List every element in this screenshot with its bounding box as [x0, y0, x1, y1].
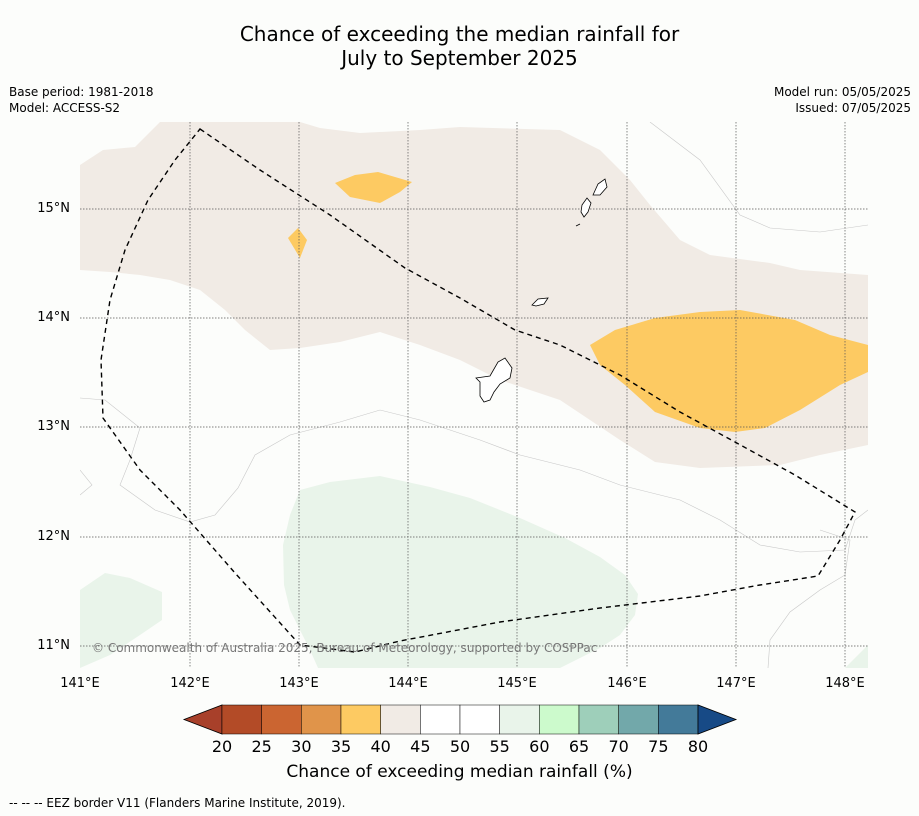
lat-label-14n: 14°N	[37, 310, 70, 325]
colorbar-tick-label: 55	[489, 737, 510, 756]
lat-label-12n: 12°N	[37, 529, 70, 544]
island-rota	[531, 297, 549, 307]
colorbar-tick-label: 45	[410, 737, 431, 756]
colorbar-segment	[499, 704, 540, 735]
colorbar-tick-label: 75	[648, 737, 669, 756]
model-name: Model: ACCESS-S2	[9, 101, 121, 115]
colorbar-tick-label: 35	[330, 737, 352, 756]
colorbar-segment	[459, 704, 500, 735]
colorbar-segment	[261, 704, 302, 735]
lat-label-13n: 13°N	[37, 419, 70, 434]
copyright-notice: © Commonwealth of Australia 2025, Bureau…	[92, 641, 598, 655]
colorbar-label: Chance of exceeding median rainfall (%)	[286, 762, 633, 782]
lon-label-146e: 146°E	[607, 676, 647, 691]
colorbar-tick-label: 25	[251, 737, 272, 756]
region-35-40-north	[335, 172, 412, 203]
lon-label-142e: 142°E	[170, 676, 210, 691]
colorbar-tick-label: 70	[608, 737, 629, 756]
title-line-2: July to September 2025	[341, 46, 578, 70]
eez-border	[100, 128, 856, 653]
lat-label-11n: 11°N	[37, 638, 70, 653]
island-tinian	[580, 197, 592, 218]
colorbar-segment	[658, 704, 699, 735]
model-run: Model run: 05/05/2025	[773, 85, 911, 99]
colorbar-tick-label: 80	[687, 737, 709, 756]
region-55-60-southwest	[80, 573, 162, 668]
island-guam	[475, 357, 513, 403]
base-period: Base period: 1981-2018	[9, 85, 154, 99]
lon-label-145e: 145°E	[497, 676, 537, 691]
colorbar-segment	[618, 704, 659, 735]
colorbar-tick-label: 40	[370, 737, 391, 756]
colorbar-extend-low	[182, 704, 223, 735]
issued-date: Issued: 07/05/2025	[795, 101, 911, 115]
graticule	[80, 122, 868, 668]
region-35-40-small	[288, 228, 307, 258]
colorbar-segment	[221, 704, 262, 735]
colorbar-tick-label: 50	[449, 737, 471, 756]
colorbar-segment	[380, 704, 421, 735]
lon-label-141e: 141°E	[60, 676, 100, 691]
lat-label-15n: 15°N	[37, 201, 70, 216]
lon-label-144e: 144°E	[388, 676, 428, 691]
colorbar-extend-high	[697, 704, 738, 735]
lon-label-148e: 148°E	[825, 676, 865, 691]
colorbar-segment	[578, 704, 619, 735]
colorbar-segment	[301, 704, 342, 735]
island-saipan	[592, 178, 608, 196]
colorbar-segment	[420, 704, 461, 735]
contour-lines	[80, 122, 868, 668]
title-line-1: Chance of exceeding the median rainfall …	[239, 22, 680, 46]
region-35-40-east	[590, 310, 868, 432]
colorbar-tick-label: 60	[529, 737, 550, 756]
eez-legend-note: -- -- -- EEZ border V11 (Flanders Marine…	[9, 796, 346, 810]
island-aguijan	[575, 223, 581, 227]
colorbar-tick-label: 20	[211, 737, 233, 756]
colorbar-tick-label: 30	[291, 737, 312, 756]
lon-label-143e: 143°E	[279, 676, 319, 691]
islands	[475, 178, 608, 403]
meta-right: Model run: 05/05/2025 Issued: 07/05/2025	[774, 84, 911, 116]
region-55-60-south	[283, 476, 638, 668]
meta-left: Base period: 1981-2018 Model: ACCESS-S2	[9, 84, 154, 116]
colorbar-tick-label: 65	[568, 737, 590, 756]
lon-label-147e: 147°E	[716, 676, 756, 691]
colorbar-segment	[340, 704, 381, 735]
region-55-60-southeast	[845, 645, 868, 668]
colorbar-segment	[539, 704, 580, 735]
map-title: Chance of exceeding the median rainfall …	[0, 22, 919, 70]
